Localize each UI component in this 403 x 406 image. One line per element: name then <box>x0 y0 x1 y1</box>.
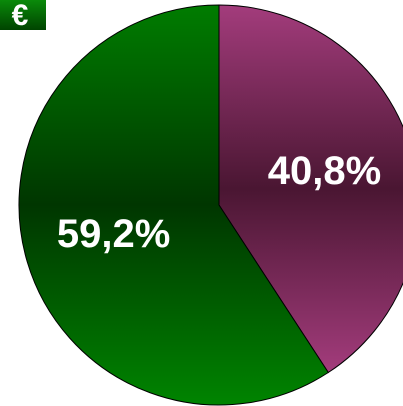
data-label: 59,2% <box>57 212 170 256</box>
badge: € <box>12 0 29 32</box>
pie-slice <box>218 4 403 374</box>
badge-box <box>0 0 46 30</box>
data-label: 40,8% <box>268 149 381 193</box>
pie-slice <box>18 4 329 406</box>
